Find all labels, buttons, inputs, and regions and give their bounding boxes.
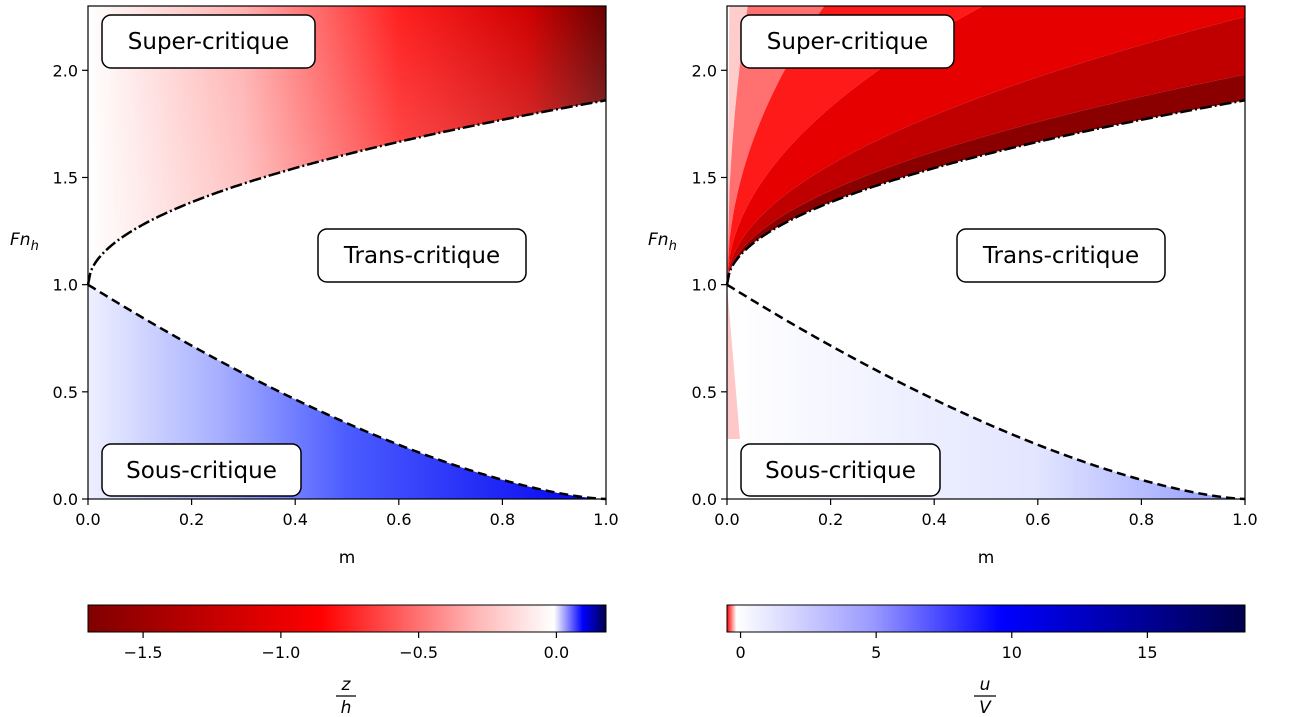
- right-super-label-box: Super-critique: [740, 14, 955, 69]
- right-trans-label-box: Trans-critique: [956, 228, 1166, 283]
- left-colorbar-bar: [87, 604, 607, 633]
- left-axes-frame: [87, 5, 607, 500]
- right-super-label: Super-critique: [767, 29, 928, 55]
- right-colorbar-label-num: u: [980, 675, 991, 695]
- colorbar-tick-label: −1.5: [124, 643, 163, 662]
- y-tick-label: 1.0: [53, 276, 78, 295]
- left-super-shade: [88, 6, 606, 285]
- right-colorbar-ticks: 0 5 10 15: [735, 632, 1158, 662]
- right-x-ticks: 0.0 0.2 0.4 0.6 0.8 1.0: [714, 499, 1258, 529]
- super-band: [727, 6, 983, 285]
- x-tick-label: 1.0: [593, 510, 618, 529]
- y-tick-label: 1.5: [692, 168, 717, 187]
- super-band: [727, 16, 1245, 285]
- left-sous-label: Sous-critique: [126, 458, 277, 484]
- y-tick-label: 0.5: [692, 383, 717, 402]
- x-tick-label: 0.4: [921, 510, 946, 529]
- left-x-axis-label: m: [339, 548, 356, 568]
- right-sous-pink-sliver: [727, 284, 740, 439]
- super-band: [727, 6, 748, 285]
- colorbar-tick-label: −1.0: [261, 643, 300, 662]
- y-tick-label: 0.0: [53, 490, 78, 509]
- left-super-label-box: Super-critique: [101, 14, 316, 69]
- left-trans-label-box: Trans-critique: [317, 228, 527, 283]
- right-sous-label-box: Sous-critique: [740, 443, 941, 497]
- colorbar-tick-label: 10: [1002, 643, 1022, 662]
- left-sous-label-box: Sous-critique: [101, 443, 302, 497]
- right-colorbar-bar: [726, 604, 1246, 633]
- left-colorbar-ticks: −1.5 −1.0 −0.5 0.0: [124, 632, 569, 662]
- left-colorbar: −1.5 −1.0 −0.5 0.0 z h: [87, 604, 607, 717]
- colorbar-tick-label: 5: [871, 643, 881, 662]
- right-lower-critical-curve: [726, 283, 1246, 501]
- super-band: [727, 6, 1245, 285]
- y-tick-label: 0.0: [692, 490, 717, 509]
- right-sous-label: Sous-critique: [765, 458, 916, 484]
- left-plot: 0.0 0.2 0.4 0.6 0.8 1.0 0.0 0.5 1.0 1.5 2.0 m Fnh…: [10, 5, 619, 568]
- left-y-axis-label: Fnh: [10, 230, 39, 254]
- y-tick-label: 1.0: [692, 276, 717, 295]
- super-band: [727, 6, 825, 285]
- y-tick-label: 1.5: [53, 168, 78, 187]
- left-super-label: Super-critique: [128, 29, 289, 55]
- x-tick-label: 0.6: [1025, 510, 1050, 529]
- right-trans-label: Trans-critique: [982, 243, 1139, 269]
- x-tick-label: 0.0: [75, 510, 100, 529]
- y-tick-label: 2.0: [53, 61, 78, 80]
- right-x-axis-label: m: [978, 548, 995, 568]
- colorbar-tick-label: 0: [735, 643, 745, 662]
- super-band: [727, 74, 1245, 285]
- colorbar-tick-label: −0.5: [399, 643, 438, 662]
- x-tick-label: 0.6: [386, 510, 411, 529]
- left-colorbar-label-den: h: [341, 698, 352, 717]
- left-lower-critical-curve: [87, 283, 607, 501]
- right-upper-critical-curve: [725, 99, 1246, 285]
- x-tick-label: 0.2: [179, 510, 204, 529]
- right-colorbar-label-den: V: [979, 698, 992, 717]
- right-colorbar: 0 5 10 15 u V: [726, 604, 1246, 717]
- y-tick-label: 0.5: [53, 383, 78, 402]
- x-tick-label: 1.0: [1232, 510, 1257, 529]
- x-tick-label: 0.2: [818, 510, 843, 529]
- left-trans-label: Trans-critique: [343, 243, 500, 269]
- colorbar-tick-label: 0.0: [544, 643, 569, 662]
- left-upper-critical-curve: [86, 99, 607, 285]
- right-y-ticks: 0.0 0.5 1.0 1.5 2.0: [692, 61, 727, 509]
- left-x-ticks: 0.0 0.2 0.4 0.6 0.8 1.0: [75, 499, 619, 529]
- right-axes-frame: [726, 5, 1246, 500]
- x-tick-label: 0.4: [282, 510, 307, 529]
- left-colorbar-label-num: z: [341, 675, 352, 695]
- right-super-bands: [727, 6, 1245, 285]
- right-plot: 0.0 0.2 0.4 0.6 0.8 1.0 0.0 0.5 1.0 1.5 2.0 m Fnh…: [648, 5, 1258, 568]
- x-tick-label: 0.0: [714, 510, 739, 529]
- y-tick-label: 2.0: [692, 61, 717, 80]
- right-y-axis-label: Fnh: [648, 230, 677, 254]
- left-y-ticks: 0.0 0.5 1.0 1.5 2.0: [53, 61, 88, 509]
- colorbar-tick-label: 15: [1137, 643, 1157, 662]
- x-tick-label: 0.8: [490, 510, 515, 529]
- x-tick-label: 0.8: [1129, 510, 1154, 529]
